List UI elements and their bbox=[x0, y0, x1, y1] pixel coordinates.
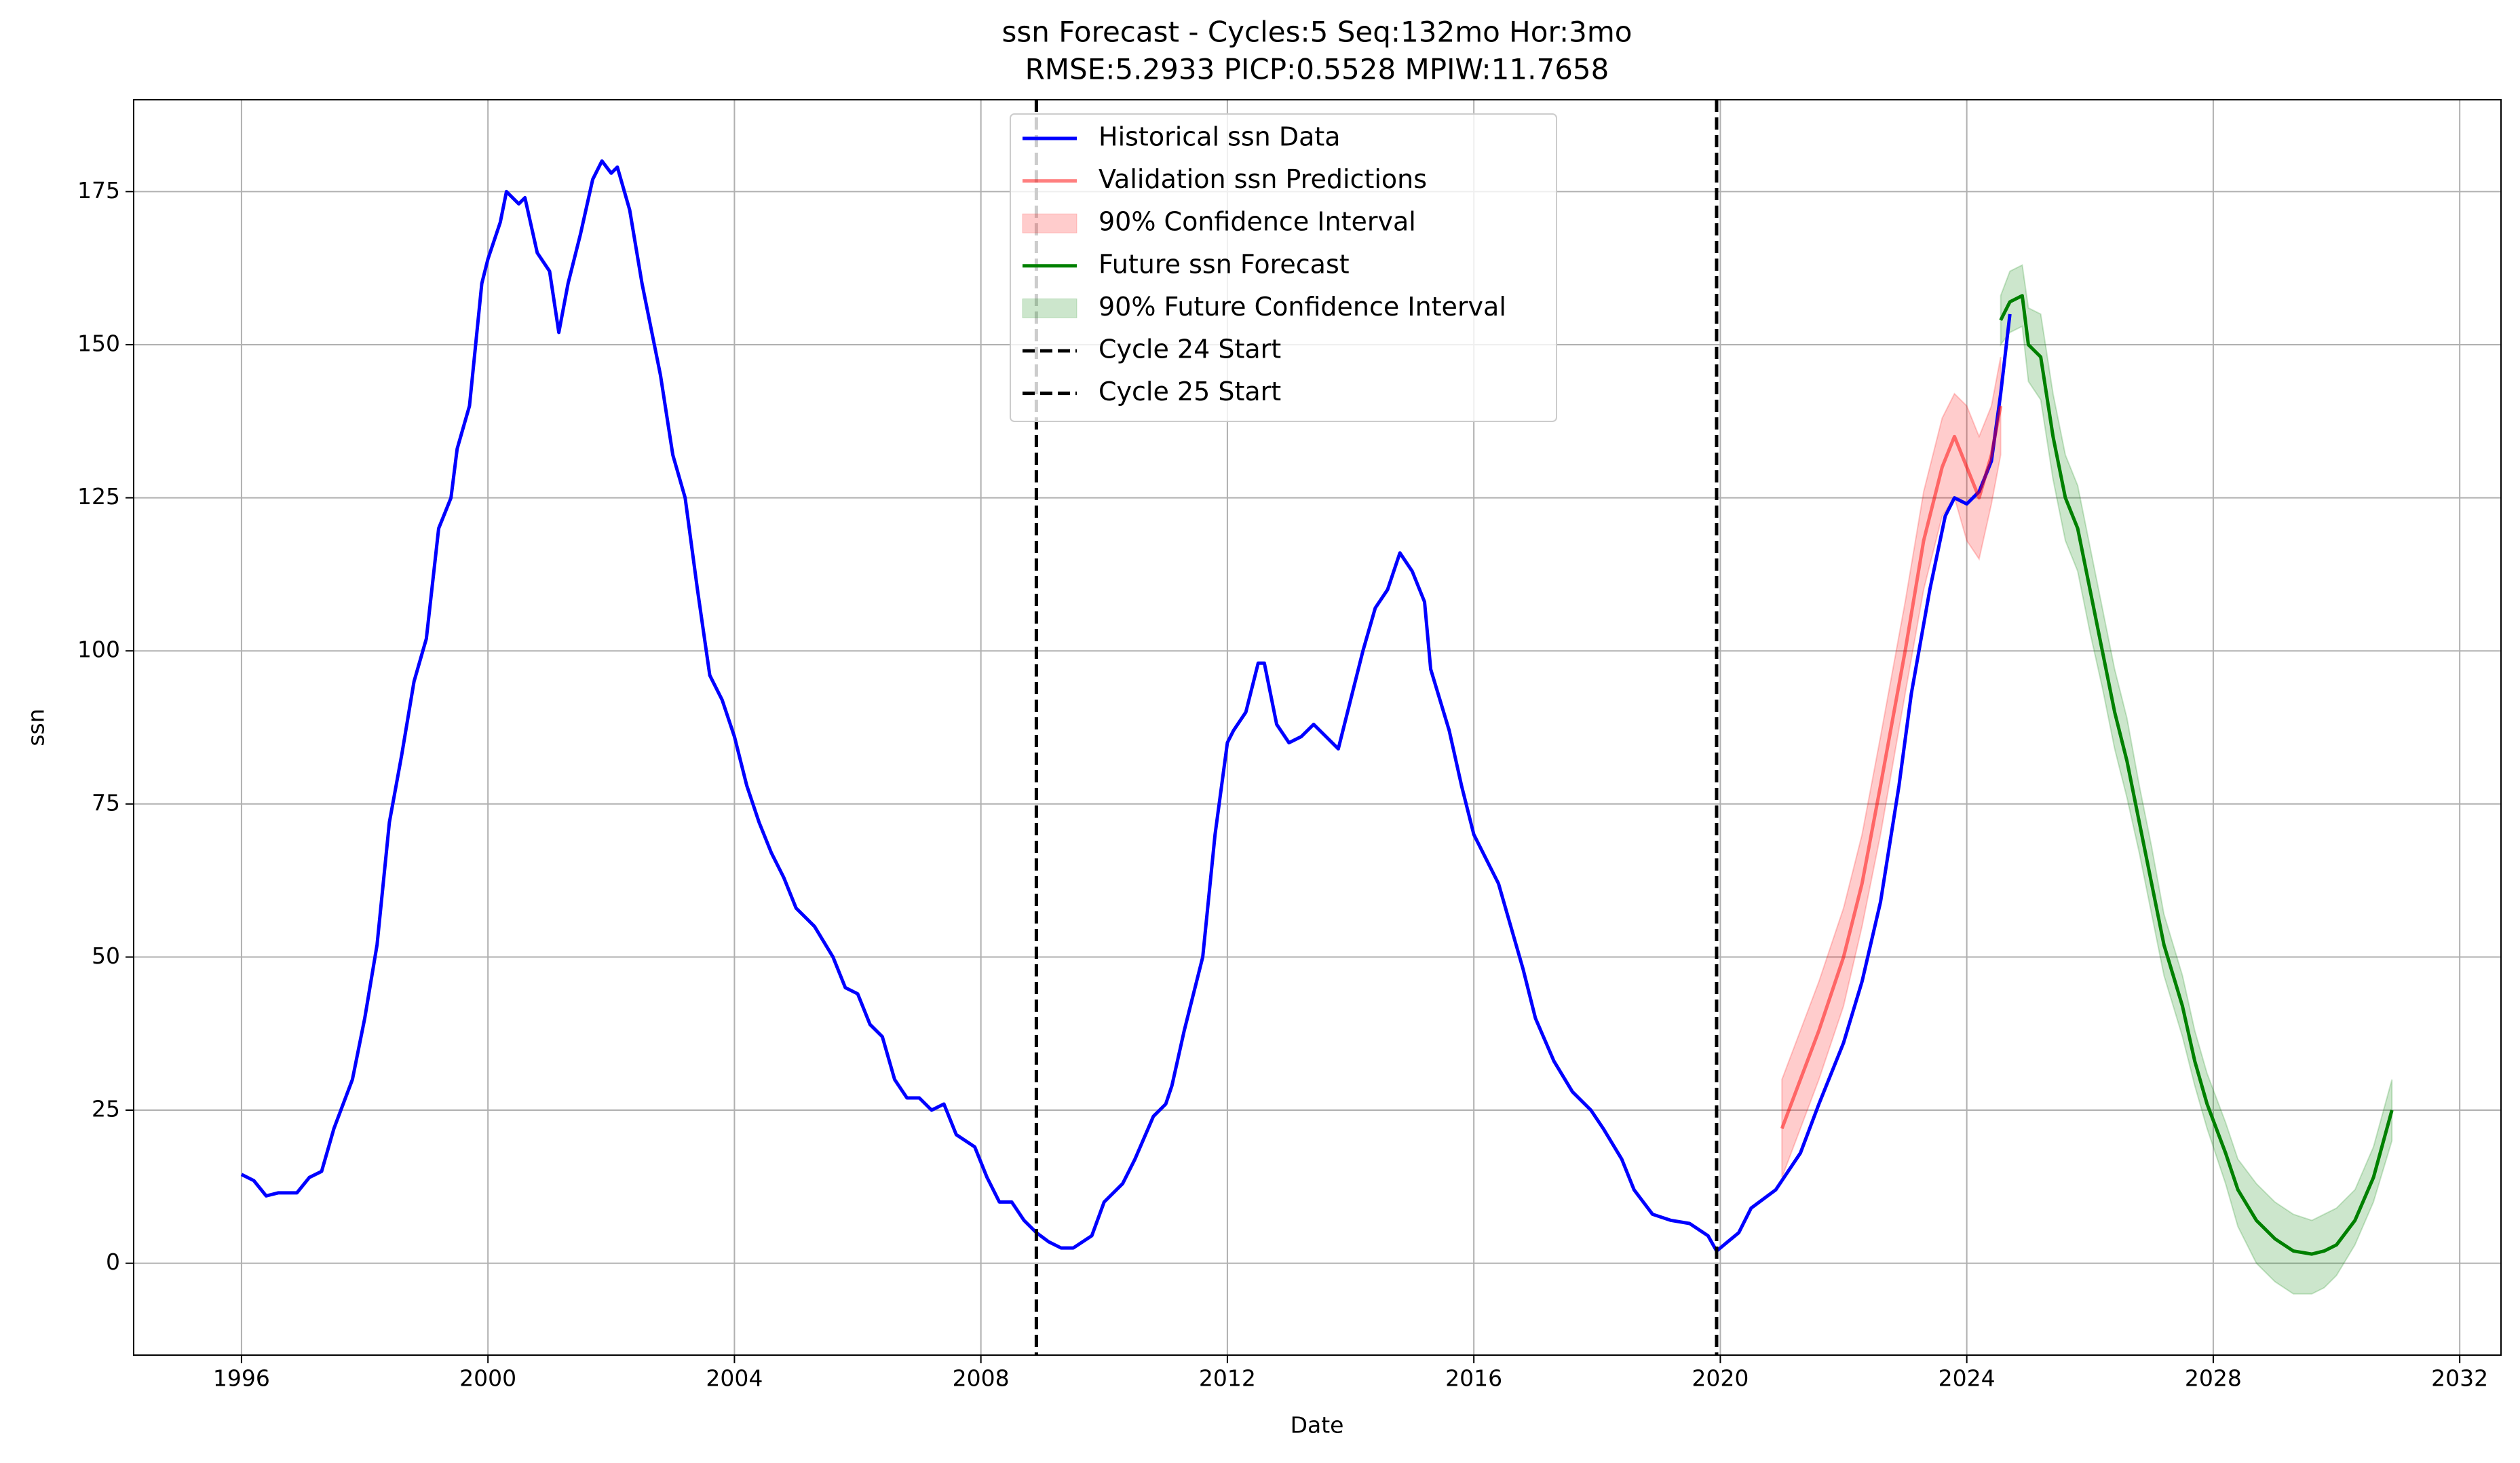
legend: Historical ssn Data Validation ssn Predic… bbox=[1010, 113, 1557, 422]
legend-swatch bbox=[1022, 213, 1077, 233]
x-tick-label: 2028 bbox=[2185, 1365, 2242, 1392]
chart-title: ssn Forecast - Cycles:5 Seq:132mo Hor:3m… bbox=[1002, 16, 1633, 49]
data-line bbox=[1780, 405, 2003, 1129]
chart-subtitle: RMSE:5.2933 PICP:0.5528 MPIW:11.7658 bbox=[1025, 53, 1609, 86]
data-line bbox=[240, 159, 2012, 1253]
y-tick-label: 75 bbox=[92, 789, 120, 816]
x-tick-label: 2016 bbox=[1445, 1365, 1502, 1392]
data-line bbox=[1999, 294, 2394, 1256]
legend-label: Historical ssn Data bbox=[1099, 122, 1341, 152]
x-axis-label: Date bbox=[1291, 1412, 1344, 1439]
x-tick-label: 2032 bbox=[2431, 1365, 2488, 1392]
x-tick-label: 2000 bbox=[459, 1365, 516, 1392]
legend-swatch bbox=[1022, 298, 1077, 318]
legend-label: Future ssn Forecast bbox=[1099, 249, 1350, 279]
x-tick-label: 2012 bbox=[1199, 1365, 1256, 1392]
legend-label: Validation ssn Predictions bbox=[1099, 164, 1427, 194]
y-tick-label: 125 bbox=[77, 483, 120, 510]
plot-area bbox=[240, 100, 2394, 1355]
confidence-band bbox=[2000, 264, 2393, 1295]
y-tick-label: 0 bbox=[106, 1249, 120, 1275]
x-tick-label: 2024 bbox=[1939, 1365, 1996, 1392]
y-tick-label: 150 bbox=[77, 330, 120, 356]
y-tick-label: 175 bbox=[77, 177, 120, 204]
confidence-band bbox=[1781, 356, 2002, 1178]
plot-frame bbox=[133, 99, 2502, 1356]
legend-label: Cycle 24 Start bbox=[1099, 335, 1281, 364]
y-axis-label: ssn bbox=[23, 708, 50, 746]
x-tick-label: 2004 bbox=[706, 1365, 763, 1392]
y-tick-label: 50 bbox=[92, 943, 120, 969]
y-tick-label: 100 bbox=[77, 636, 120, 663]
legend-label: Cycle 25 Start bbox=[1099, 377, 1281, 406]
x-tick-label: 1996 bbox=[213, 1365, 270, 1392]
x-tick-label: 2020 bbox=[1692, 1365, 1749, 1392]
legend-label: 90% Confidence Interval bbox=[1099, 207, 1416, 237]
y-tick-label: 25 bbox=[92, 1096, 120, 1122]
x-tick-label: 2008 bbox=[953, 1365, 1010, 1392]
legend-box bbox=[1010, 113, 1557, 422]
legend-label: 90% Future Confidence Interval bbox=[1099, 292, 1506, 322]
